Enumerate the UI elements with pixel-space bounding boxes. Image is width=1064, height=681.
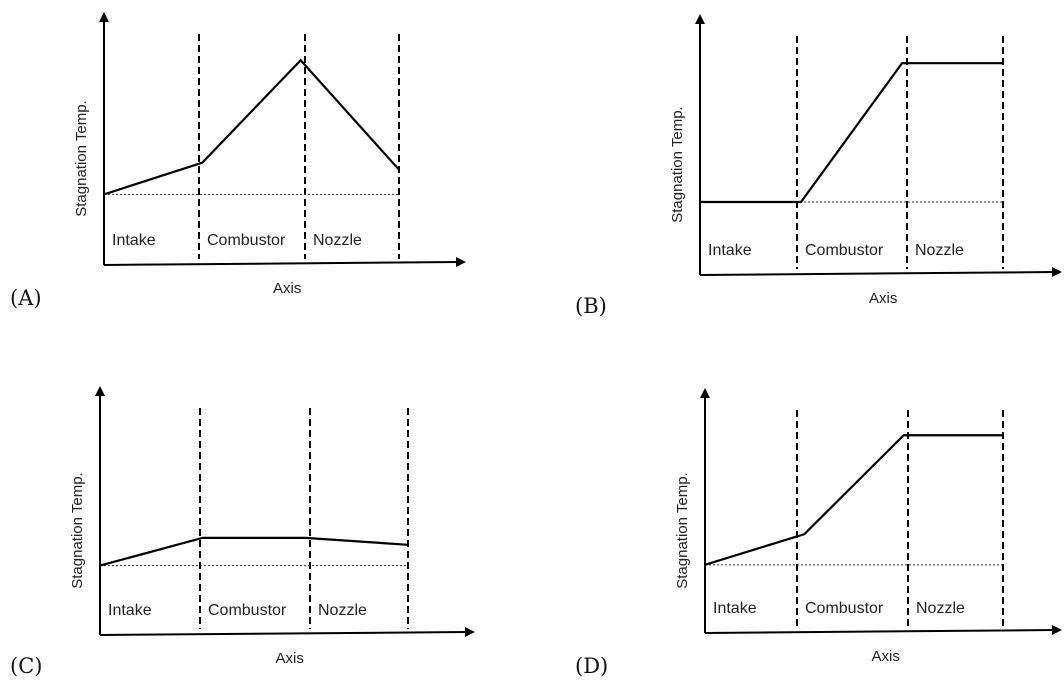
x-axis-label: Axis bbox=[869, 290, 897, 307]
x-axis-label: Axis bbox=[276, 650, 304, 667]
region-label-intake: Intake bbox=[713, 600, 757, 617]
x-axis-arrow bbox=[1052, 267, 1062, 277]
chart-panel-c: Intake Combustor Nozzle Axis Stagnation Temp… bbox=[10, 386, 475, 678]
y-axis-label: Stagnation Temp. bbox=[69, 472, 86, 588]
x-axis bbox=[103, 261, 459, 266]
x-axis-label: Axis bbox=[872, 648, 900, 665]
x-axis bbox=[699, 271, 1055, 276]
chart-panel-b: Intake Combustor Nozzle Axis Stagnation Temp… bbox=[575, 14, 1062, 318]
panel-label: (C) bbox=[10, 654, 42, 678]
region-label-combustor: Combustor bbox=[805, 242, 884, 259]
y-axis-label: Stagnation Temp. bbox=[669, 106, 686, 222]
region-label-nozzle: Nozzle bbox=[313, 232, 362, 249]
y-axis-arrow bbox=[700, 388, 710, 398]
stagnation-temp-line bbox=[704, 434, 1003, 566]
stagnation-temp-line bbox=[700, 62, 1003, 204]
stagnation-temp-line bbox=[103, 58, 400, 196]
region-label-nozzle: Nozzle bbox=[318, 602, 367, 619]
region-label-intake: Intake bbox=[112, 232, 156, 249]
chart-panel-d: Intake Combustor Nozzle Axis Stagnation Temp… bbox=[575, 388, 1062, 678]
stagnation-temp-line bbox=[99, 536, 409, 567]
x-axis-arrow bbox=[465, 627, 475, 637]
region-label-intake: Intake bbox=[708, 242, 752, 259]
x-axis-label: Axis bbox=[273, 280, 301, 297]
region-label-intake: Intake bbox=[108, 602, 152, 619]
region-label-combustor: Combustor bbox=[805, 600, 884, 617]
y-axis-arrow bbox=[695, 14, 705, 24]
region-label-combustor: Combustor bbox=[208, 602, 287, 619]
region-label-combustor: Combustor bbox=[207, 232, 286, 249]
x-axis-arrow bbox=[1052, 625, 1062, 635]
y-axis-arrow bbox=[95, 386, 105, 396]
panel-label: (A) bbox=[10, 286, 42, 310]
region-label-nozzle: Nozzle bbox=[916, 600, 965, 617]
y-axis-label: Stagnation Temp. bbox=[674, 472, 691, 588]
panel-label: (D) bbox=[575, 654, 608, 678]
panel-label: (B) bbox=[575, 294, 607, 318]
y-axis-label: Stagnation Temp. bbox=[73, 100, 90, 216]
region-label-nozzle: Nozzle bbox=[915, 242, 964, 259]
y-axis-arrow bbox=[99, 12, 109, 22]
x-axis bbox=[704, 629, 1055, 634]
x-axis bbox=[99, 631, 468, 636]
x-axis-arrow bbox=[456, 257, 466, 267]
chart-panel-a: Intake Combustor Nozzle Axis Stagnation Temp… bbox=[10, 12, 466, 310]
